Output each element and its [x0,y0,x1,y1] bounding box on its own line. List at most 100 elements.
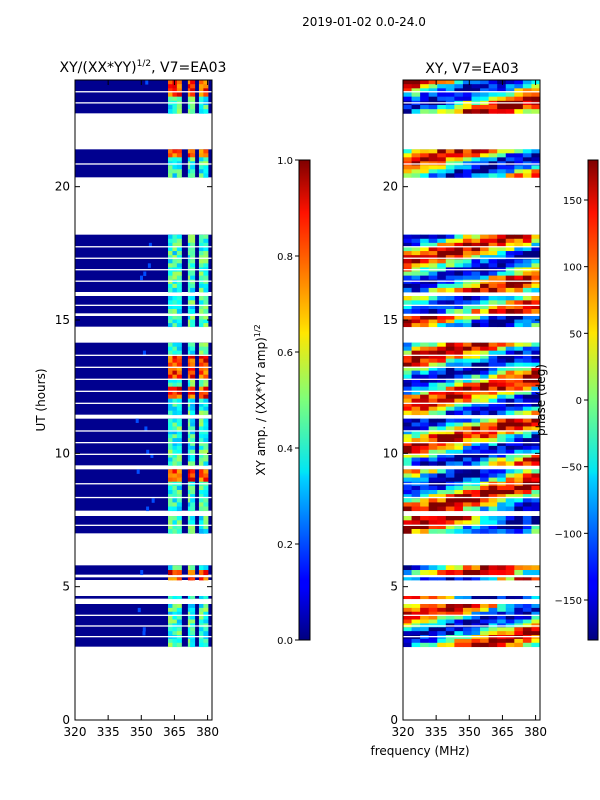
phase-cell [471,418,481,423]
phase-cell [445,374,455,380]
phase-cell [445,238,455,244]
phase-cell [522,173,532,178]
phase-cell [480,246,490,252]
flag-gap [403,269,540,271]
amp-cell [168,259,174,264]
flag-gap [403,304,540,306]
phase-cell [445,445,455,451]
phase-cell [471,242,481,248]
phase-cell [471,502,481,507]
phase-cell [437,234,447,240]
phase-cell [514,316,524,320]
phase-cell [445,165,455,170]
phase-cell [437,316,447,320]
phase-cell [531,449,541,455]
phase-cell [488,96,498,102]
phase-cell [403,374,412,380]
phase-cell [522,506,532,512]
amp-cell [148,242,152,248]
phase-cell [411,309,421,314]
phase-cell [403,386,412,392]
amp-cell [168,611,174,617]
phase-cell [411,84,421,89]
phase-cell [514,445,524,451]
amp-cell [203,246,209,252]
phase-cell [420,149,430,154]
phase-cell [462,520,472,526]
amp-cell [203,457,209,462]
phase-cell [531,638,541,644]
phase-cell [454,309,464,314]
amp-cell [198,430,204,435]
phase-cell [514,402,524,408]
phase-cell [505,402,515,408]
phase-cell [403,238,412,244]
phase-cell [514,287,524,293]
amp-cell [168,619,174,624]
phase-cell [497,319,507,324]
amp-cell [176,418,182,423]
phase-cell [514,88,524,93]
phase-cell [437,494,447,499]
amp-cell [203,259,209,264]
phase-cell [445,410,455,416]
amp-cell [172,255,178,260]
phase-cell [514,259,524,264]
phase-cell [428,570,438,576]
phase-cell [522,607,532,613]
phase-cell [480,378,490,384]
phase-cell [471,259,481,264]
phase-cell [471,402,481,408]
amp-cell [190,615,196,620]
phase-cell [497,604,507,609]
phase-cell [480,604,490,609]
phase-cell [437,362,447,368]
phase-cell [471,109,481,114]
phase-cell [514,520,524,526]
phase-cell [411,157,421,162]
phase-cell [488,304,498,310]
phase-cell [505,627,515,632]
flag-gap [75,91,212,93]
phase-cell [471,304,481,310]
amp-cell [203,638,209,644]
phase-cell [411,453,421,458]
amp-cell [203,287,209,293]
phase-cell [480,316,490,320]
amp-cell [176,287,182,293]
flag-gap [403,91,540,93]
amp-cell [168,430,174,435]
phase-cell [497,238,507,244]
phase-cell [505,242,515,248]
amp-cell [176,300,182,306]
phase-cell [420,502,430,507]
y-tick-label: 10 [383,446,398,460]
phase-cell [505,469,515,474]
amp-cell [176,165,182,170]
amp-cell [172,234,178,240]
phase-cell [437,283,447,289]
phase-cell [403,259,412,264]
phase-cell [411,490,421,495]
phase-cell [505,604,515,609]
phase-cell [514,570,524,576]
phase-cell [514,386,524,392]
phase-cell [403,398,412,404]
phase-cell [505,238,515,244]
phase-cell [428,342,438,348]
phase-cell [403,473,412,478]
phase-cell [488,173,498,178]
phase-cell [445,502,455,507]
phase-cell [522,520,532,526]
amp-cell [168,263,174,268]
phase-cell [480,442,490,447]
phase-cell [488,279,498,285]
phase-cell [471,350,481,356]
phase-cell [480,319,490,324]
phase-cell [420,374,430,380]
phase-cell [445,263,455,268]
phase-cell [420,642,430,648]
phase-cell [462,374,472,380]
amp-cell [176,346,182,352]
phase-cell [454,263,464,268]
